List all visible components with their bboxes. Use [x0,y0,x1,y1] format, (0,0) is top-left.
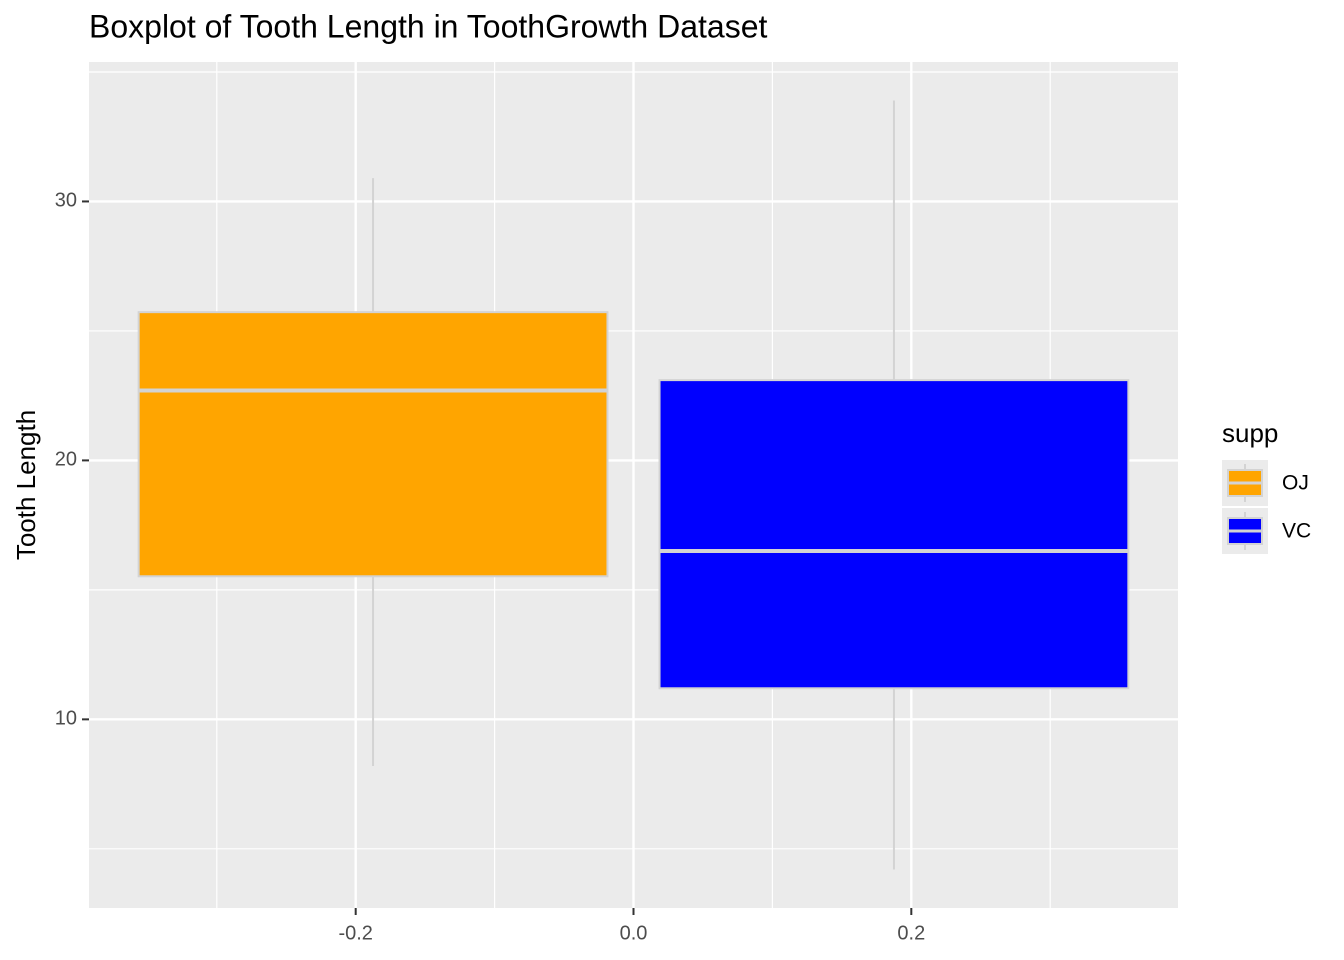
box [137,311,609,578]
y-tick-label: 20 [55,449,77,471]
x-tick-label: 0.2 [897,922,925,944]
legend-title: supp [1222,418,1278,448]
y-tick-label: 10 [55,708,77,730]
x-tick-label: -0.2 [338,922,372,944]
legend-label: VC [1282,520,1311,543]
y-axis-title: Tooth Length [11,410,41,560]
y-tick-label: 30 [55,190,77,212]
chart-title: Boxplot of Tooth Length in ToothGrowth D… [89,8,767,44]
x-tick-label: 0.0 [620,922,648,944]
box [658,379,1130,690]
legend-label: OJ [1282,472,1309,495]
